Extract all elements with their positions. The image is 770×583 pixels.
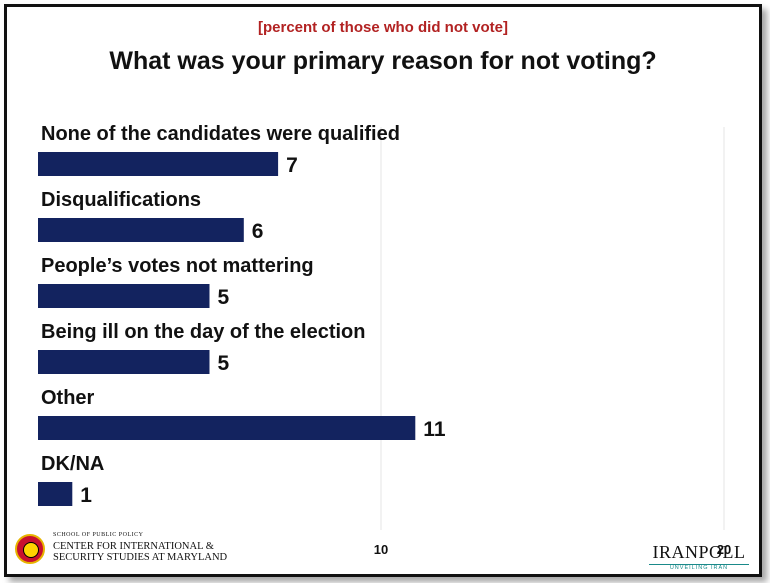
iranpoll-logo: IRANPOLL UNVEILING IRAN (649, 542, 749, 571)
data-label: 11 (423, 418, 446, 441)
category-label: DK/NA (41, 453, 104, 475)
bar-chart: 10 20 None of the candidates were qualifie… (38, 123, 731, 557)
logo-line-security: SECURITY STUDIES AT MARYLAND (53, 552, 228, 563)
x-tick-label: 10 (374, 542, 388, 557)
logo-line-center: CENTER FOR INTERNATIONAL & (53, 541, 214, 552)
chart-title: What was your primary reason for not vot… (109, 47, 657, 75)
bar (38, 350, 210, 374)
data-label: 1 (80, 484, 92, 507)
bar (38, 152, 279, 176)
data-label: 5 (218, 352, 230, 375)
iranpoll-tagline: UNVEILING IRAN (649, 564, 749, 571)
category-label: Disqualifications (41, 189, 201, 211)
slide-frame: [percent of those who did not vote] What… (4, 4, 762, 577)
cissm-logo: SCHOOL OF PUBLIC POLICY CENTER FOR INTER… (15, 532, 235, 568)
data-label: 5 (218, 286, 230, 309)
category-label: People’s votes not mattering (41, 255, 314, 277)
category-label: Being ill on the day of the election (41, 321, 365, 343)
x-tick-label: 20 (717, 542, 731, 557)
bar (38, 482, 73, 506)
data-label: 6 (252, 220, 264, 243)
bar (38, 416, 416, 440)
chart-subtitle: [percent of those who did not vote] (258, 19, 508, 36)
category-label: Other (41, 387, 95, 409)
bar (38, 284, 210, 308)
category-label: None of the candidates were qualified (41, 123, 400, 145)
logo-line-school: SCHOOL OF PUBLIC POLICY (53, 532, 144, 538)
iranpoll-brand: IRANPOLL (652, 542, 746, 562)
data-label: 7 (286, 154, 298, 177)
university-seal-icon (15, 534, 45, 564)
bar (38, 218, 244, 242)
